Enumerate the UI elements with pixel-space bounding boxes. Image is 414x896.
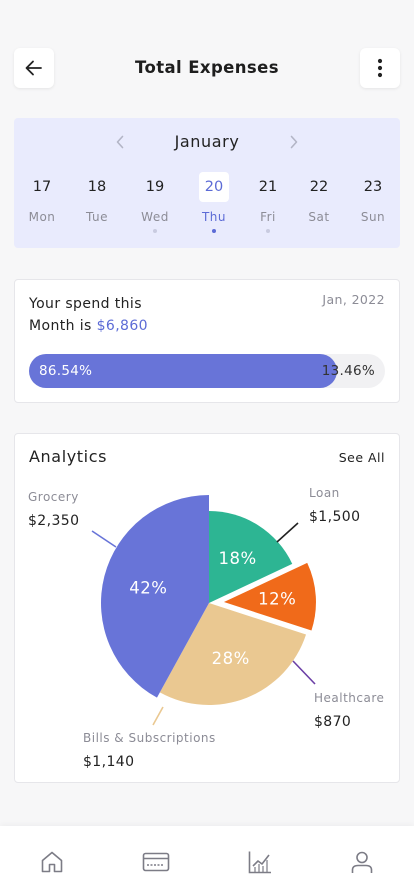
back-button[interactable] xyxy=(14,48,54,88)
day-item[interactable]: 23 Sun xyxy=(352,172,394,238)
spend-heading-prefix: Month is xyxy=(29,318,97,334)
event-dot xyxy=(40,229,44,233)
grocery-label: Grocery xyxy=(28,490,79,504)
grocery-amount: $2,350 xyxy=(28,513,80,529)
page-title: Total Expenses xyxy=(135,58,279,77)
progress-remaining-label: 13.46% xyxy=(321,363,375,379)
day-item[interactable]: 21 Fri xyxy=(247,172,289,238)
chevron-right-icon xyxy=(290,135,298,149)
month-label: January xyxy=(174,132,240,151)
event-dot xyxy=(317,229,321,233)
card-icon xyxy=(142,852,170,872)
bottom-navigation xyxy=(0,826,414,896)
bills-label: Bills & Subscriptions xyxy=(83,731,216,745)
pie-percent-label: 18% xyxy=(218,549,256,568)
chart-icon xyxy=(248,851,271,874)
day-number: 22 xyxy=(309,179,329,195)
pie-leader-line xyxy=(152,706,164,726)
day-name: Thu xyxy=(201,210,227,224)
nav-cards[interactable] xyxy=(141,848,171,876)
user-icon xyxy=(351,851,373,873)
day-item[interactable]: 17 Mon xyxy=(21,172,63,238)
nav-analytics[interactable] xyxy=(246,848,274,876)
pie-percent-label: 12% xyxy=(258,590,296,609)
pie-slice-grocery xyxy=(101,495,209,698)
loan-label: Loan xyxy=(309,486,340,500)
analytics-title: Analytics xyxy=(29,447,108,466)
pie-slice-loan xyxy=(209,511,293,603)
day-name: Mon xyxy=(28,210,56,224)
day-number: 18 xyxy=(87,179,107,195)
day-number: 21 xyxy=(258,179,278,195)
event-dot xyxy=(371,229,375,233)
event-dot xyxy=(212,229,216,233)
day-name: Tue xyxy=(86,210,108,224)
pie-percent-label: 42% xyxy=(129,578,167,597)
day-item-selected[interactable]: 20 Thu xyxy=(193,172,235,238)
day-name: Fri xyxy=(260,210,276,224)
pie-slice-bills-subscriptions xyxy=(159,603,307,705)
progress-fill xyxy=(29,354,338,388)
progress-spent-label: 86.54% xyxy=(39,363,93,379)
pie-leader-line xyxy=(292,660,316,685)
day-number: 17 xyxy=(32,179,52,195)
nav-home[interactable] xyxy=(38,848,66,876)
event-dot xyxy=(153,229,157,233)
more-options-button[interactable] xyxy=(360,48,400,88)
spend-date: Jan, 2022 xyxy=(322,292,385,307)
chevron-left-icon xyxy=(116,135,124,149)
event-dot xyxy=(95,229,99,233)
day-name: Sat xyxy=(308,210,330,224)
day-item[interactable]: 18 Tue xyxy=(76,172,118,238)
day-name: Sun xyxy=(360,210,386,224)
monthly-spend-card: Your spend this Month is $6,860 Jan, 202… xyxy=(14,279,400,403)
day-number: 23 xyxy=(363,179,383,195)
day-item[interactable]: 19 Wed xyxy=(134,172,176,238)
bills-amount: $1,140 xyxy=(83,754,135,770)
spend-amount: $6,860 xyxy=(96,318,148,334)
spend-heading-line2: Month is $6,860 xyxy=(29,318,148,334)
spend-progress-bar: 86.54% 13.46% xyxy=(29,354,385,388)
spend-heading-line1: Your spend this xyxy=(29,296,142,312)
previous-month-button[interactable] xyxy=(110,132,130,152)
arrow-left-icon xyxy=(25,60,42,76)
more-vertical-icon xyxy=(377,58,383,78)
loan-amount: $1,500 xyxy=(309,509,361,525)
top-bar: Total Expenses xyxy=(0,0,414,110)
pie-slice-healthcare xyxy=(223,562,316,631)
pie-leader-line xyxy=(91,530,117,548)
day-item[interactable]: 22 Sat xyxy=(298,172,340,238)
day-number: 19 xyxy=(145,179,165,195)
pie-leader-line xyxy=(276,522,299,543)
next-month-button[interactable] xyxy=(284,132,304,152)
day-name: Wed xyxy=(141,210,169,224)
nav-profile[interactable] xyxy=(348,848,376,876)
pie-percent-label: 28% xyxy=(212,649,250,668)
day-number: 20 xyxy=(199,172,229,202)
healthcare-label: Healthcare xyxy=(314,691,385,705)
see-all-link[interactable]: See All xyxy=(338,450,385,465)
event-dot xyxy=(266,229,270,233)
week-calendar: January 17 Mon 18 Tue 19 Wed 20 Thu 21 F… xyxy=(14,118,400,248)
home-icon xyxy=(41,851,63,873)
analytics-card: Analytics See All 18% 12% 28% 42% Grocery $… xyxy=(14,433,400,783)
healthcare-amount: $870 xyxy=(314,714,352,730)
expense-pie-chart: 18% 12% 28% 42% xyxy=(91,495,316,726)
